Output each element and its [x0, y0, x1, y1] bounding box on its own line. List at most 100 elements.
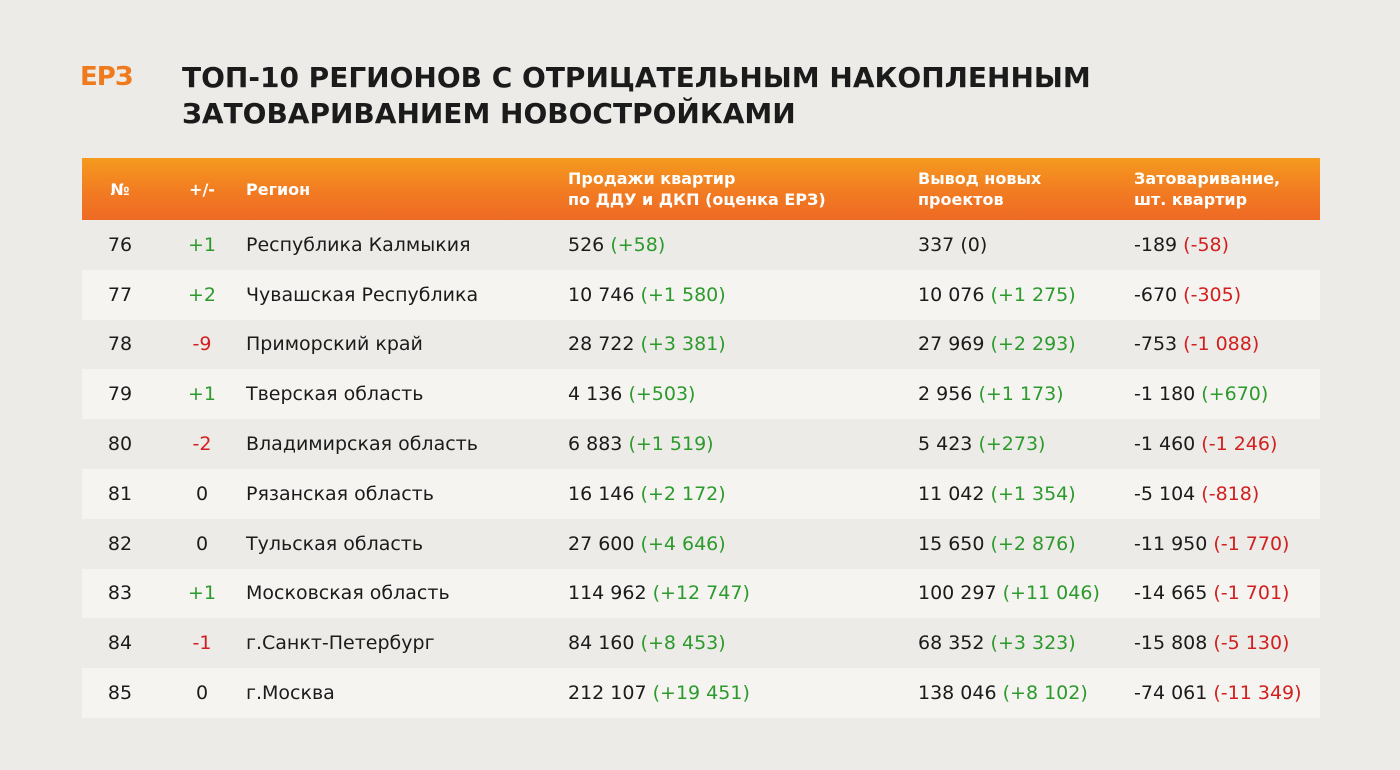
cell-region: Рязанская область [246, 482, 434, 505]
cell-region: г.Москва [246, 682, 335, 705]
table-row: 80 -2 Владимирская область 6 883 (+1 519) 5 … [82, 419, 1320, 469]
new-projects-value: 15 650 [918, 532, 985, 555]
column-header-new-projects: Вывод новых проектов [918, 158, 1134, 220]
cell-new-projects: 2 956 (+1 173) [918, 369, 1134, 419]
overstock-value: -14 665 [1134, 582, 1208, 605]
new-projects-delta: (+273) [978, 433, 1046, 456]
new-projects-value: 337 [918, 233, 955, 256]
overstock-delta: (-1 701) [1213, 582, 1290, 605]
cell-region: Тульская область [246, 532, 424, 555]
new-projects-value: 138 046 [918, 682, 997, 705]
overstock-delta: (-58) [1183, 233, 1230, 256]
cell-new-projects: 11 042 (+1 354) [918, 469, 1134, 519]
cell-rank: 83 [107, 582, 133, 605]
new-projects-value: 68 352 [918, 632, 985, 655]
cell-rank-change: -9 [192, 333, 212, 356]
cell-region: Республика Калмыкия [246, 233, 471, 256]
overstock-value: -1 180 [1134, 383, 1196, 406]
cell-region: Московская область [246, 582, 450, 605]
sales-delta: (+503) [628, 383, 696, 406]
cell-rank: 81 [107, 482, 133, 505]
new-projects-value: 11 042 [918, 482, 985, 505]
cell-rank-change: +1 [187, 582, 216, 605]
cell-overstock: -753 (-1 088) [1134, 320, 1320, 370]
cell-new-projects: 337 (0) [918, 220, 1134, 270]
cell-rank-change: +1 [187, 383, 216, 406]
logo: ЕРЗ [80, 62, 133, 92]
cell-overstock: -11 950 (-1 770) [1134, 519, 1320, 569]
cell-rank-change: -2 [192, 433, 212, 456]
new-projects-delta: (+1 275) [990, 283, 1076, 306]
table-row: 79 +1 Тверская область 4 136 (+503) 2 956 (+… [82, 369, 1320, 420]
cell-sales: 114 962 (+12 747) [568, 569, 918, 619]
column-header-num: № [110, 179, 130, 199]
overstock-value: -753 [1134, 333, 1178, 356]
cell-rank: 82 [107, 532, 133, 555]
cell-overstock: -14 665 (-1 701) [1134, 569, 1320, 619]
column-header-overstock-line-1: Затоваривание, [1134, 169, 1281, 188]
cell-rank: 85 [107, 682, 133, 705]
cell-rank: 84 [107, 632, 133, 655]
page-title-line-1: ТОП-10 РЕГИОНОВ С ОТРИЦАТЕЛЬНЫМ НАКОПЛЕН… [182, 61, 1091, 94]
cell-sales: 10 746 (+1 580) [568, 270, 918, 320]
overstock-delta: (+670) [1201, 383, 1269, 406]
table-row: 81 0 Рязанская область 16 146 (+2 172) 11 04… [82, 468, 1320, 519]
sales-value: 28 722 [568, 333, 635, 356]
sales-value: 27 600 [568, 532, 635, 555]
cell-rank-change: 0 [195, 532, 209, 555]
new-projects-delta: (+2 293) [990, 333, 1076, 356]
cell-region: Владимирская область [246, 433, 478, 456]
cell-overstock: -5 104 (-818) [1134, 469, 1320, 519]
sales-delta: (+8 453) [640, 632, 726, 655]
new-projects-value: 27 969 [918, 333, 985, 356]
sales-delta: (+19 451) [652, 682, 750, 705]
cell-sales: 84 160 (+8 453) [568, 618, 918, 668]
new-projects-delta: (+8 102) [1002, 682, 1088, 705]
column-header-overstock: Затоваривание, шт. квартир [1134, 158, 1320, 220]
cell-rank-change: +1 [187, 233, 216, 256]
page-title-line-2: ЗАТОВАРИВАНИЕМ НОВОСТРОЙКАМИ [182, 97, 796, 130]
new-projects-delta: (+2 876) [990, 532, 1076, 555]
cell-new-projects: 15 650 (+2 876) [918, 519, 1134, 569]
cell-rank-change: -1 [192, 632, 212, 655]
cell-sales: 27 600 (+4 646) [568, 519, 918, 569]
overstock-delta: (-1 088) [1183, 333, 1260, 356]
column-header-region: Регион [246, 179, 311, 199]
cell-sales: 526 (+58) [568, 220, 918, 270]
table-body: 76 +1 Республика Калмыкия 526 (+58) 337 (0) -… [82, 220, 1320, 718]
overstock-value: -5 104 [1134, 482, 1196, 505]
new-projects-value: 100 297 [918, 582, 997, 605]
sales-value: 114 962 [568, 582, 647, 605]
cell-rank-change: 0 [195, 682, 209, 705]
table-row: 82 0 Тульская область 27 600 (+4 646) 15 650… [82, 518, 1320, 569]
cell-rank: 80 [107, 433, 133, 456]
column-header-overstock-line-2: шт. квартир [1134, 190, 1248, 209]
cell-sales: 16 146 (+2 172) [568, 469, 918, 519]
cell-rank: 79 [107, 383, 133, 406]
column-header-sales-line-2: по ДДУ и ДКП (оценка ЕРЗ) [568, 190, 826, 209]
sales-value: 212 107 [568, 682, 647, 705]
new-projects-delta: (+11 046) [1002, 582, 1100, 605]
sales-value: 6 883 [568, 433, 623, 456]
table-header-row: № +/- Регион Продажи квартир по ДДУ и ДК… [82, 158, 1320, 220]
column-header-change: +/- [189, 179, 215, 199]
cell-rank: 76 [107, 233, 133, 256]
cell-sales: 6 883 (+1 519) [568, 419, 918, 469]
cell-sales: 4 136 (+503) [568, 369, 918, 419]
column-header-sales-line-1: Продажи квартир [568, 169, 736, 188]
table-row: 77 +2 Чувашская Республика 10 746 (+1 580) 1… [82, 269, 1320, 320]
table-row: 85 0 г.Москва 212 107 (+19 451) 138 046 (+8 … [82, 668, 1320, 718]
overstock-delta: (-818) [1201, 482, 1260, 505]
new-projects-value: 10 076 [918, 283, 985, 306]
overstock-value: -74 061 [1134, 682, 1208, 705]
cell-new-projects: 68 352 (+3 323) [918, 618, 1134, 668]
cell-region: Тверская область [246, 383, 424, 406]
sales-delta: (+58) [610, 233, 666, 256]
sales-value: 84 160 [568, 632, 635, 655]
cell-new-projects: 138 046 (+8 102) [918, 668, 1134, 718]
cell-sales: 212 107 (+19 451) [568, 668, 918, 718]
cell-rank: 77 [107, 283, 133, 306]
sales-delta: (+1 580) [640, 283, 726, 306]
sales-delta: (+4 646) [640, 532, 726, 555]
cell-overstock: -189 (-58) [1134, 220, 1320, 270]
